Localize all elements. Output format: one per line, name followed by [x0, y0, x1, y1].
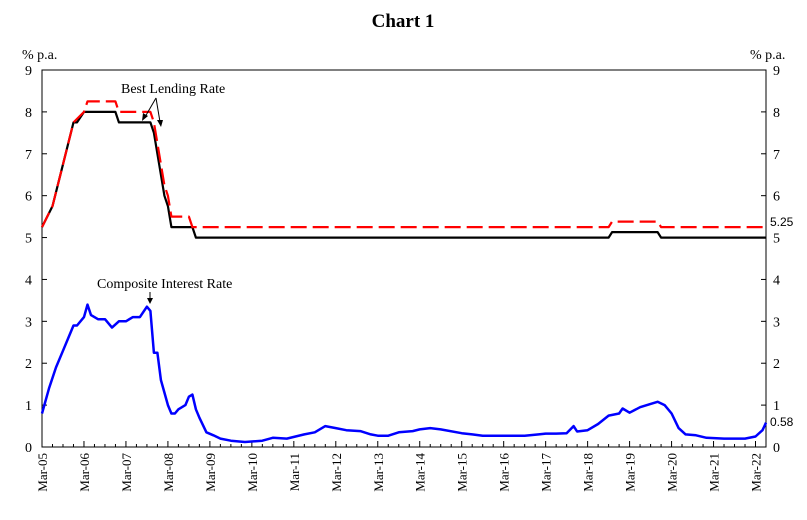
y-tick-label-left: 0	[25, 441, 32, 456]
x-tick-label: Mar-15	[455, 453, 470, 492]
y-tick-label-left: 4	[25, 273, 32, 288]
x-tick-label: Mar-19	[623, 453, 638, 492]
y-tick-label-left: 8	[25, 106, 32, 121]
x-tick-label: Mar-14	[413, 453, 428, 492]
end-label-blr: 5.25	[770, 215, 794, 229]
y-tick-label-right: 7	[773, 148, 780, 163]
x-tick-label: Mar-13	[371, 453, 386, 492]
x-tick-label: Mar-17	[539, 453, 554, 492]
x-tick-label: Mar-10	[245, 453, 260, 492]
annotation-arrowhead-2	[157, 120, 163, 127]
y-tick-label-right: 6	[773, 190, 780, 205]
y-tick-label-right: 5	[773, 232, 780, 247]
series-line-1	[41, 110, 766, 239]
x-tick-label: Mar-05	[35, 453, 50, 492]
x-tick-label: Mar-07	[119, 453, 134, 492]
x-tick-label: Mar-20	[665, 453, 680, 492]
annotation-best-lending-rate: Best Lending Rate	[121, 82, 225, 97]
series-line-0	[41, 100, 766, 229]
y-tick-label-left: 3	[25, 315, 32, 330]
x-tick-label: Mar-21	[707, 453, 722, 492]
y-tick-label-right: 1	[773, 399, 780, 414]
y-tick-label-left: 1	[25, 399, 32, 414]
annotation-arrowhead-1	[142, 113, 148, 121]
y-tick-label-left: 6	[25, 190, 32, 205]
y-tick-label-left: 9	[25, 64, 32, 79]
y-tick-label-right: 0	[773, 441, 780, 456]
x-tick-label: Mar-11	[287, 453, 302, 491]
y-tick-label-right: 9	[773, 64, 780, 79]
y-tick-label-left: 5	[25, 232, 32, 247]
plot-area	[41, 69, 767, 448]
annotation-arrow-1	[144, 97, 157, 118]
x-tick-label: Mar-09	[203, 453, 218, 492]
x-tick-label: Mar-06	[77, 453, 92, 492]
y-unit-right: % p.a.	[750, 48, 785, 63]
end-label-composite: 0.58	[770, 415, 794, 429]
x-tick-label: Mar-18	[581, 453, 596, 492]
annotation-arrowhead-3	[147, 298, 153, 304]
y-tick-label-right: 4	[773, 273, 780, 288]
y-tick-label-right: 3	[773, 315, 780, 330]
series-group	[40, 100, 768, 444]
y-tick-label-left: 2	[25, 357, 32, 372]
y-tick-label-left: 7	[25, 148, 32, 163]
x-tick-label: Mar-16	[497, 453, 512, 492]
annotation-composite-interest-rate: Composite Interest Rate	[97, 277, 232, 292]
y-tick-label-right: 2	[773, 357, 780, 372]
chart-title: Chart 1	[372, 11, 435, 32]
series-line-2	[40, 303, 768, 444]
y-axis: 0 0 1 1 2 2 3 3 4 4 5 5 6 6 7 7 8 8 9 9	[25, 64, 780, 456]
y-unit-left: % p.a.	[22, 48, 57, 63]
annotation-arrow-2	[155, 97, 161, 123]
x-axis: Mar-05 Mar-06 Mar-07 Mar-08 Mar-09 Mar-10 Mar-…	[35, 441, 767, 492]
annotations: Best Lending Rate Composite Interest Rat…	[97, 82, 232, 304]
y-tick-label-right: 8	[773, 106, 780, 121]
x-tick-label: Mar-08	[161, 453, 176, 492]
x-tick-label: Mar-22	[749, 453, 764, 492]
x-tick-label: Mar-12	[329, 453, 344, 492]
